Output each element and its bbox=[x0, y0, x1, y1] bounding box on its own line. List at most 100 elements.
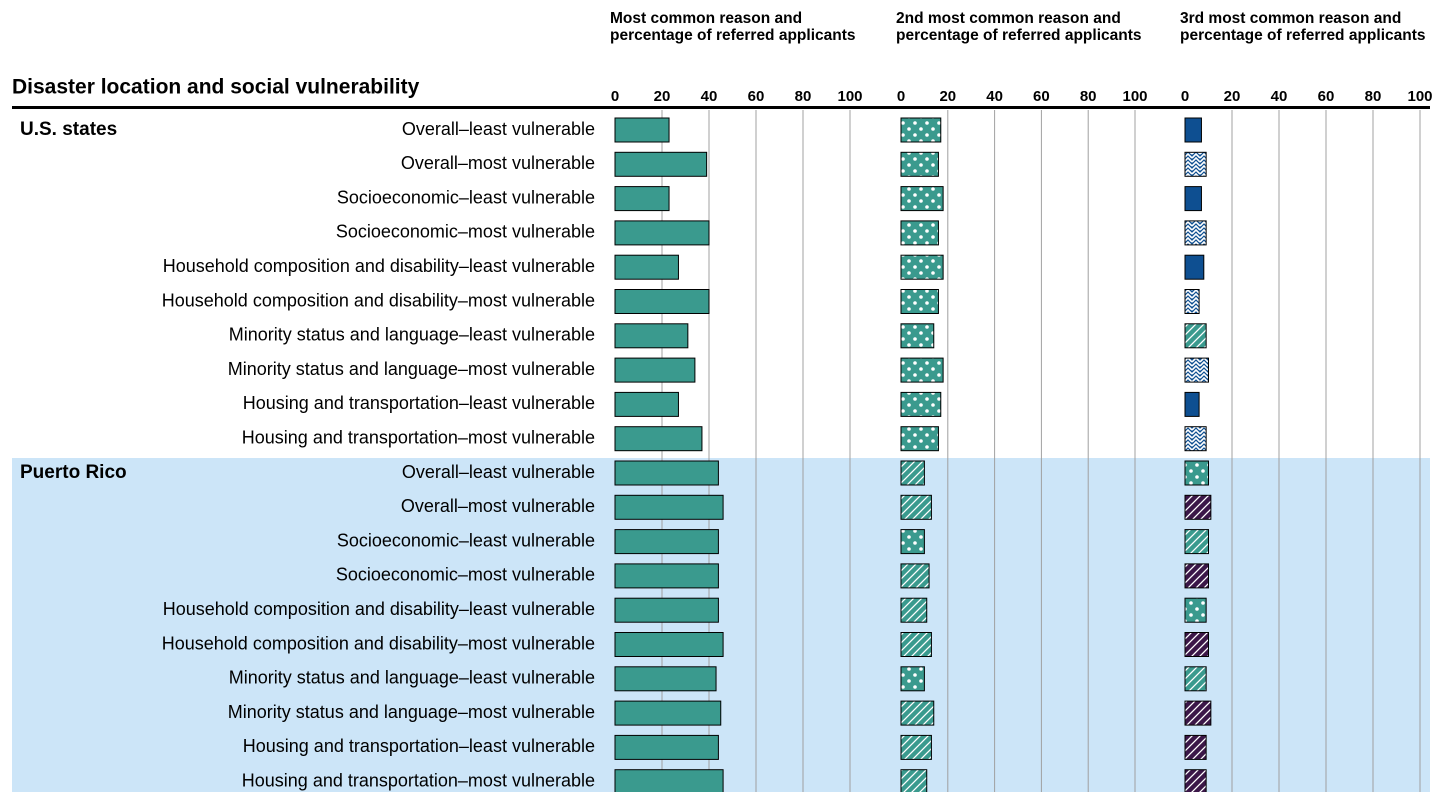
bar bbox=[1184, 357, 1209, 383]
group-label: Puerto Rico bbox=[20, 462, 127, 483]
row-label: Socioeconomic–most vulnerable bbox=[336, 565, 595, 585]
row-label: Socioeconomic–least vulnerable bbox=[337, 530, 595, 550]
row-label: Household composition and disability–mos… bbox=[162, 633, 595, 653]
bar bbox=[1184, 563, 1209, 589]
panel-title: Most common reason and percentage of ref… bbox=[610, 10, 856, 44]
bar bbox=[614, 632, 724, 657]
bar bbox=[614, 220, 710, 246]
bar bbox=[1184, 769, 1207, 792]
bar bbox=[900, 666, 925, 692]
bar bbox=[900, 117, 942, 143]
bar bbox=[900, 700, 935, 726]
bar bbox=[900, 186, 944, 212]
bar bbox=[1184, 632, 1209, 657]
x-tick-label: 60 bbox=[748, 88, 765, 105]
bar bbox=[1184, 117, 1202, 143]
bar bbox=[614, 563, 719, 589]
bar bbox=[900, 220, 939, 246]
row-heading: Disaster location and social vulnerabili… bbox=[12, 76, 420, 99]
row-label: Minority status and language–most vulner… bbox=[228, 702, 595, 722]
bar bbox=[1184, 494, 1212, 520]
x-tick-label: 80 bbox=[1080, 88, 1097, 105]
bar bbox=[614, 700, 722, 726]
bar bbox=[900, 391, 942, 417]
row-label: Overall–most vulnerable bbox=[401, 496, 595, 516]
bar bbox=[614, 289, 710, 314]
bar bbox=[1184, 254, 1205, 280]
bar bbox=[900, 769, 928, 792]
bar bbox=[614, 151, 708, 177]
bar bbox=[1184, 460, 1209, 486]
bar bbox=[900, 494, 932, 520]
bar bbox=[900, 254, 944, 280]
bar bbox=[614, 597, 719, 623]
x-tick-label: 100 bbox=[1122, 88, 1147, 105]
row-label: Household composition and disability–mos… bbox=[162, 290, 595, 310]
bar bbox=[900, 289, 939, 314]
row-label: Household composition and disability–lea… bbox=[163, 599, 595, 619]
bar bbox=[614, 734, 719, 760]
bar bbox=[900, 734, 932, 760]
row-label: Housing and transportation–least vulnera… bbox=[243, 736, 595, 756]
bar bbox=[1184, 666, 1207, 692]
x-tick-label: 80 bbox=[1365, 88, 1382, 105]
row-label: Housing and transportation–least vulnera… bbox=[243, 393, 595, 413]
bar bbox=[900, 563, 930, 589]
bar bbox=[1184, 151, 1207, 177]
row-label: Socioeconomic–most vulnerable bbox=[336, 222, 595, 242]
bar bbox=[900, 597, 928, 623]
row-label: Housing and transportation–most vulnerab… bbox=[242, 427, 595, 447]
x-tick-label: 100 bbox=[837, 88, 862, 105]
bar bbox=[614, 529, 719, 555]
bar bbox=[614, 391, 679, 417]
row-label: Housing and transportation–most vulnerab… bbox=[242, 770, 595, 790]
x-tick-label: 80 bbox=[795, 88, 812, 105]
x-tick-label: 40 bbox=[1271, 88, 1288, 105]
bar bbox=[1184, 700, 1212, 726]
row-label: Minority status and language–most vulner… bbox=[228, 359, 595, 379]
bar bbox=[614, 666, 717, 692]
bar bbox=[1184, 734, 1207, 760]
panel-title: 2nd most common reason and percentage of… bbox=[896, 10, 1142, 44]
bar bbox=[614, 186, 670, 212]
bar bbox=[900, 529, 925, 555]
bar bbox=[614, 323, 689, 349]
bar bbox=[614, 426, 703, 452]
x-tick-label: 0 bbox=[897, 88, 905, 105]
row-label: Household composition and disability–lea… bbox=[163, 256, 595, 276]
x-tick-label: 40 bbox=[701, 88, 718, 105]
bar bbox=[900, 460, 925, 486]
x-tick-label: 0 bbox=[1181, 88, 1189, 105]
bar bbox=[1184, 186, 1202, 212]
bar bbox=[614, 494, 724, 520]
row-label: Overall–most vulnerable bbox=[401, 153, 595, 173]
bar bbox=[1184, 426, 1207, 452]
x-tick-label: 100 bbox=[1407, 88, 1432, 105]
bar bbox=[614, 117, 670, 143]
row-label: Overall–least vulnerable bbox=[402, 462, 595, 482]
bar bbox=[614, 357, 696, 383]
panel-title: 3rd most common reason and percentage of… bbox=[1180, 10, 1426, 44]
x-tick-label: 40 bbox=[986, 88, 1003, 105]
bar bbox=[900, 151, 939, 177]
bar bbox=[900, 426, 939, 452]
bar bbox=[900, 323, 935, 349]
row-label: Minority status and language–least vulne… bbox=[229, 668, 595, 688]
bar bbox=[614, 460, 719, 486]
row-label: Socioeconomic–least vulnerable bbox=[337, 187, 595, 207]
bar bbox=[1184, 220, 1207, 246]
x-tick-label: 20 bbox=[1224, 88, 1241, 105]
x-tick-label: 0 bbox=[611, 88, 619, 105]
x-tick-label: 20 bbox=[654, 88, 671, 105]
bar bbox=[1184, 391, 1200, 417]
x-tick-label: 20 bbox=[939, 88, 956, 105]
bar bbox=[1184, 289, 1200, 314]
group-label: U.S. states bbox=[20, 119, 117, 140]
bar bbox=[900, 632, 932, 657]
bar bbox=[1184, 323, 1207, 349]
bar bbox=[1184, 597, 1207, 623]
bar bbox=[614, 769, 724, 792]
row-label: Minority status and language–least vulne… bbox=[229, 325, 595, 345]
